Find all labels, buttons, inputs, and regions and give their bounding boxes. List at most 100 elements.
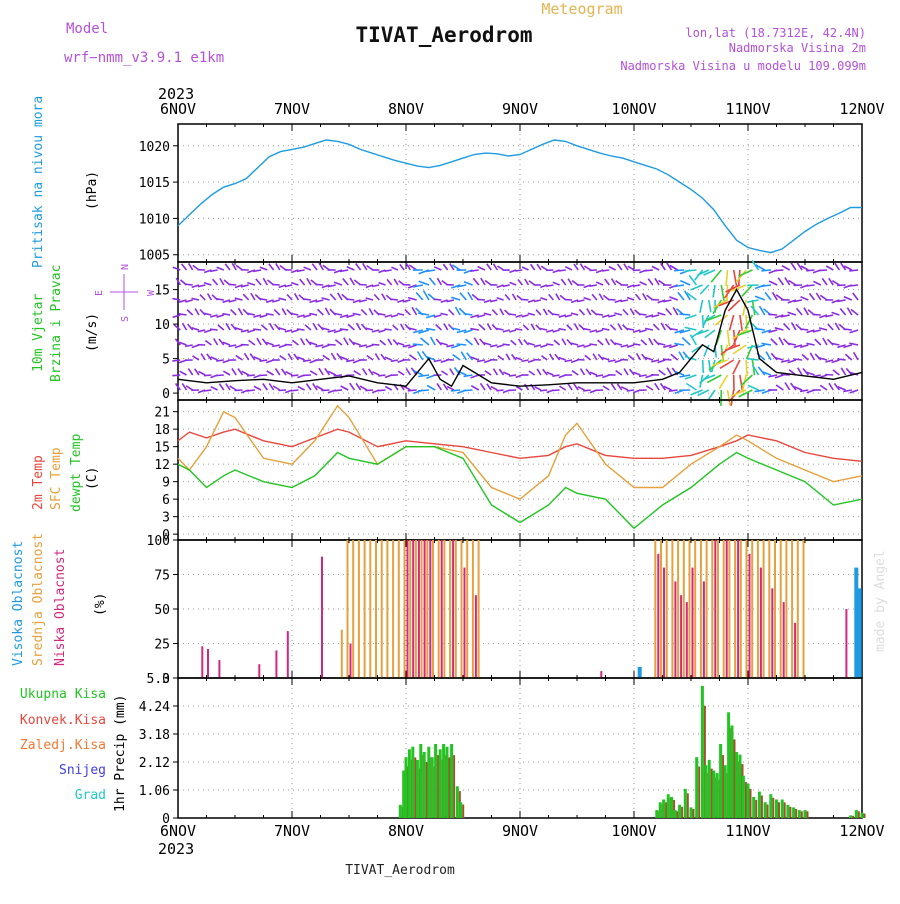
wind-arrow (708, 390, 715, 401)
conv-precip-bar (852, 816, 854, 818)
y-axis-label: Niska Oblacnost (53, 549, 68, 666)
wind-arrow (183, 323, 187, 330)
cloud-bar (407, 540, 409, 678)
wind-arrow (419, 281, 429, 285)
cloud-bar (275, 650, 277, 678)
wind-arrow (200, 295, 205, 300)
cloud-bar (347, 540, 349, 678)
wind-arrow (350, 278, 354, 285)
wind-arrow (781, 375, 790, 376)
wind-arrow (546, 285, 553, 286)
cloud-bar (475, 595, 477, 678)
wind-arrow (544, 309, 548, 315)
wind-arrow (466, 339, 473, 345)
wind-arrow (188, 369, 192, 375)
conv-precip-bar (462, 805, 464, 819)
wind-arrow (310, 371, 317, 375)
wind-arrow (568, 384, 572, 390)
wind-arrow (540, 390, 547, 391)
wind-arrow (655, 383, 659, 390)
wind-arrow (434, 267, 441, 270)
wind-arrow (531, 324, 535, 330)
wind-arrow (611, 340, 616, 346)
wind-arrow (442, 371, 448, 375)
wind-arrow (505, 295, 510, 301)
precip-bar (792, 807, 795, 818)
wind-arrow (540, 298, 547, 300)
conv-precip-bar (789, 807, 791, 818)
wind-arrow (487, 384, 491, 390)
precip-bar (742, 776, 745, 818)
wind-arrow (382, 294, 386, 300)
cloud-bar (464, 568, 466, 678)
wind-arrow (480, 339, 485, 345)
wind-arrow (362, 324, 367, 330)
wind-arrow (574, 264, 578, 270)
wind-arrow (467, 353, 473, 360)
x-tick-label-top: 12NOV (839, 100, 884, 118)
wind-arrow (522, 315, 529, 317)
wind-arrow (361, 309, 367, 315)
wind-arrow (374, 294, 379, 300)
wind-arrow (474, 338, 478, 345)
y-tick-label: 100 (147, 534, 170, 549)
cloud-bar (740, 540, 742, 678)
wind-arrow (528, 313, 535, 315)
cloud-bar (734, 540, 736, 678)
wind-arrow (225, 264, 230, 270)
precip-bar (727, 712, 730, 818)
model-name: wrf−nmm_v3.9.1 e1km (64, 50, 224, 66)
wind-arrow (740, 315, 742, 331)
wind-arrow (685, 315, 696, 319)
cloud-bar (364, 540, 366, 678)
wind-arrow (760, 306, 765, 315)
wind-arrow (659, 370, 666, 375)
cloud-bar (694, 540, 696, 678)
precip-bar (798, 810, 801, 818)
cloud-bar (654, 540, 656, 678)
precip-bar (701, 686, 704, 818)
wind-arrow (849, 285, 858, 286)
wind-arrow (409, 355, 416, 360)
wind-arrow (319, 263, 323, 270)
wind-arrow (276, 369, 280, 376)
wind-arrow (231, 310, 237, 315)
conv-precip-bar (761, 796, 763, 819)
wind-arrow (379, 270, 386, 273)
cloud-bar (418, 540, 420, 678)
precip-bar (678, 805, 681, 818)
wind-arrow (691, 285, 703, 290)
y-axis-label: Pritisak na nivou mora (31, 96, 46, 268)
wind-arrow (771, 339, 777, 345)
y-tick-label: 18 (154, 423, 170, 438)
wind-arrow (346, 299, 354, 300)
cloud-bar (398, 540, 400, 678)
wind-arrow (540, 345, 547, 347)
precip-bar (758, 792, 761, 818)
wind-arrow (436, 325, 442, 330)
compass-e: E (94, 290, 105, 296)
wind-arrow (618, 264, 622, 270)
wind-arrow (303, 299, 311, 300)
precip-bar (684, 789, 687, 818)
wind-arrow (230, 386, 237, 390)
cloud-bar (703, 581, 705, 678)
wind-arrow (685, 327, 697, 330)
wind-arrow (485, 371, 491, 375)
wind-arrow (565, 267, 572, 270)
precip-bar (416, 760, 419, 818)
wind-arrow (497, 298, 504, 300)
cloud-bar (728, 540, 730, 678)
wind-arrow (217, 267, 224, 270)
wind-arrow (232, 263, 236, 270)
precip-bar (764, 802, 767, 818)
precip-bar (431, 757, 434, 818)
wind-arrow (267, 371, 274, 375)
conv-precip-bar (807, 811, 809, 818)
wind-arrow (199, 371, 206, 375)
wind-arrow (372, 344, 380, 345)
wind-arrow (451, 328, 460, 330)
wind-arrow (606, 339, 610, 346)
